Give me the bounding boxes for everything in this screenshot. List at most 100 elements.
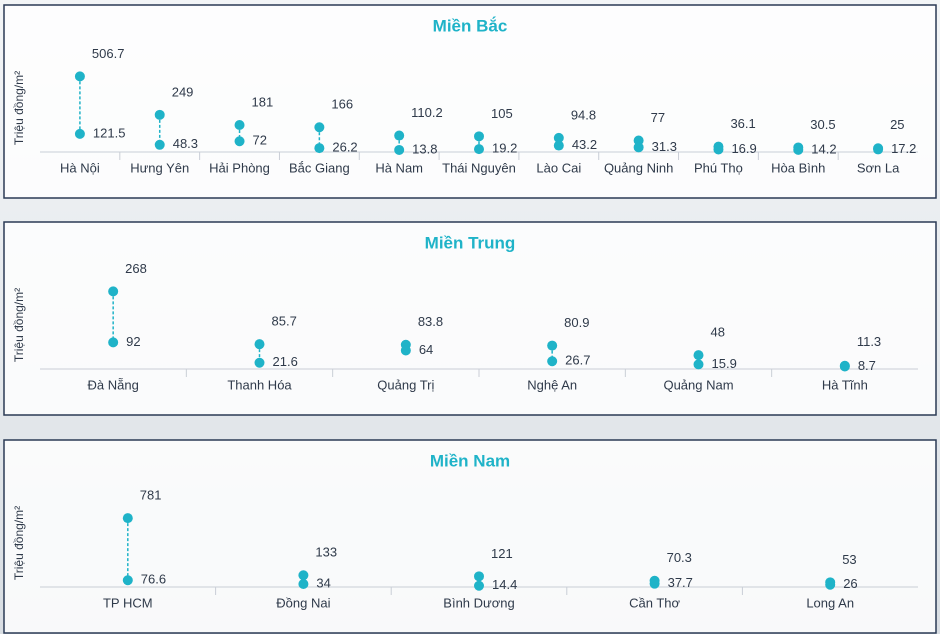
x-tick-label: Hòa Bình xyxy=(771,160,825,175)
low-dot xyxy=(234,136,245,147)
low-dot xyxy=(154,139,165,150)
high-label: 36.1 xyxy=(730,116,755,131)
low-label: 15.9 xyxy=(712,356,737,371)
low-label: 121.5 xyxy=(93,125,126,140)
x-tick-label: Đà Nẵng xyxy=(88,377,139,392)
high-dot xyxy=(394,130,405,141)
x-tick-label: Long An xyxy=(806,595,854,610)
low-label: 21.6 xyxy=(273,354,298,369)
low-dot xyxy=(400,345,411,356)
high-dot xyxy=(474,571,484,582)
low-label: 48.3 xyxy=(173,136,198,151)
low-dot xyxy=(873,144,884,155)
y-axis-label: Triệu đồng/m² xyxy=(12,71,26,145)
high-label: 781 xyxy=(140,488,162,503)
y-axis-label: Triệu đồng/m² xyxy=(12,288,26,362)
low-label: 92 xyxy=(126,334,140,349)
x-tick-label: Hải Phòng xyxy=(209,160,270,175)
high-label: 53 xyxy=(842,552,856,567)
high-label: 506.7 xyxy=(92,46,125,61)
x-tick-label: Thanh Hóa xyxy=(227,377,292,392)
low-dot xyxy=(633,142,644,153)
x-tick-label: Quảng Ninh xyxy=(604,160,673,175)
high-dot xyxy=(234,119,245,130)
high-dot xyxy=(693,350,704,361)
high-dot xyxy=(154,109,165,120)
high-label: 80.9 xyxy=(564,315,589,330)
low-dot xyxy=(254,357,265,368)
high-label: 70.3 xyxy=(667,550,692,565)
chart-title: Miền Trung xyxy=(425,233,516,252)
high-label: 30.5 xyxy=(810,117,835,132)
panel xyxy=(3,439,937,634)
x-tick-label: Lào Cai xyxy=(536,160,581,175)
low-dot xyxy=(553,140,564,151)
low-dot xyxy=(394,144,405,155)
low-label: 16.9 xyxy=(731,141,756,156)
low-label: 14.4 xyxy=(492,577,517,592)
low-dot xyxy=(74,128,85,139)
chart-title: Miền Nam xyxy=(430,451,510,470)
low-label: 34 xyxy=(316,575,330,590)
high-dot xyxy=(122,513,133,524)
x-tick-label: Bắc Giang xyxy=(289,160,350,175)
high-dot xyxy=(547,340,558,351)
low-dot xyxy=(793,144,804,155)
low-dot xyxy=(693,359,704,370)
low-dot xyxy=(649,578,660,589)
high-label: 48 xyxy=(711,325,725,340)
low-label: 26.2 xyxy=(332,140,357,155)
x-tick-label: Hưng Yên xyxy=(130,160,189,175)
panel xyxy=(3,4,937,199)
high-label: 11.3 xyxy=(857,334,881,349)
low-label: 76.6 xyxy=(141,572,166,587)
low-label: 26 xyxy=(843,576,857,591)
x-tick-label: Hà Nội xyxy=(60,160,100,175)
low-label: 8.7 xyxy=(858,358,876,373)
high-label: 105 xyxy=(491,106,513,121)
high-dot xyxy=(298,570,309,581)
low-label: 31.3 xyxy=(652,139,677,154)
high-label: 25 xyxy=(890,117,904,132)
low-label: 19.2 xyxy=(492,141,517,156)
low-label: 37.7 xyxy=(668,575,693,590)
chart-title: Miền Bắc xyxy=(433,16,508,35)
high-label: 181 xyxy=(252,94,274,109)
low-dot xyxy=(825,579,836,590)
high-dot xyxy=(74,71,85,82)
high-label: 268 xyxy=(125,261,147,276)
low-dot xyxy=(314,143,325,154)
high-label: 166 xyxy=(331,97,353,112)
low-dot xyxy=(713,144,724,155)
low-dot xyxy=(474,580,484,591)
x-tick-label: Bình Dương xyxy=(443,595,514,610)
x-tick-label: Quảng Nam xyxy=(663,377,733,392)
x-tick-label: Quảng Trị xyxy=(377,377,434,392)
x-tick-label: Sơn La xyxy=(857,160,900,175)
high-dot xyxy=(254,339,265,350)
low-label: 64 xyxy=(419,342,433,357)
high-dot xyxy=(108,286,119,297)
low-label: 13.8 xyxy=(412,141,437,156)
low-label: 43.2 xyxy=(572,137,597,152)
low-dot xyxy=(298,579,309,590)
low-dot xyxy=(474,144,484,155)
high-label: 121 xyxy=(491,546,513,561)
high-label: 133 xyxy=(315,545,337,560)
high-label: 85.7 xyxy=(272,314,297,329)
high-dot xyxy=(553,132,564,143)
low-label: 72 xyxy=(253,133,267,148)
panel xyxy=(3,221,937,416)
low-dot xyxy=(839,361,850,372)
x-tick-label: Phú Thọ xyxy=(694,160,743,175)
low-label: 26.7 xyxy=(565,353,590,368)
high-label: 110.2 xyxy=(411,105,443,120)
x-tick-label: Đồng Nai xyxy=(276,595,330,610)
high-dot xyxy=(474,131,484,142)
low-dot xyxy=(122,575,133,586)
x-tick-label: TP HCM xyxy=(103,595,153,610)
high-label: 94.8 xyxy=(571,107,596,122)
x-tick-label: Hà Tĩnh xyxy=(822,377,868,392)
x-tick-label: Nghệ An xyxy=(527,377,577,392)
